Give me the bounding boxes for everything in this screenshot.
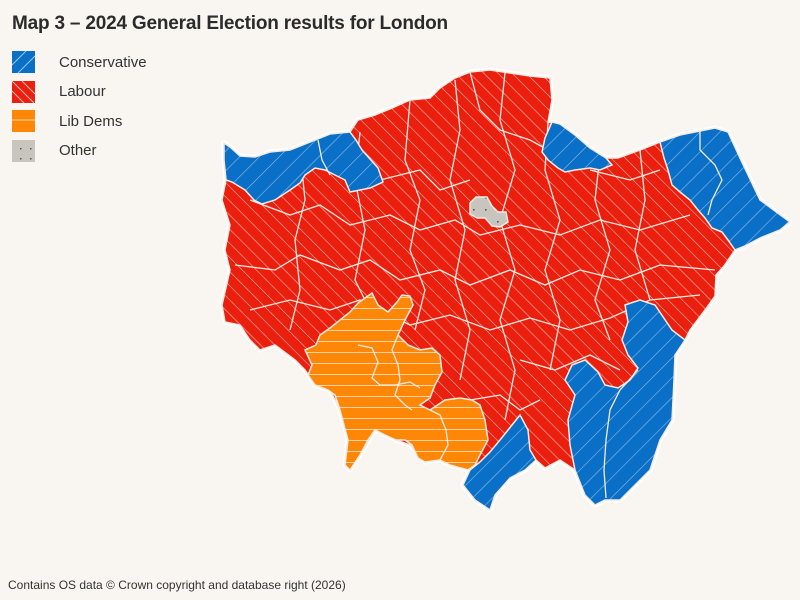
labour-swatch-icon: [12, 80, 35, 103]
legend-label: Conservative: [59, 53, 147, 71]
conservative-region-south: [462, 413, 537, 512]
conservative-region-northwest: [223, 131, 384, 205]
legend: Conservative Labour Lib Dems Other: [12, 51, 147, 169]
legend-item-libdem: Lib Dems: [12, 110, 147, 132]
other-swatch-icon: [12, 139, 35, 162]
conservative-region-southeast: [564, 299, 687, 506]
conservative-region-northeast: [659, 127, 792, 251]
legend-label: Other: [59, 142, 97, 159]
attribution-footer: Contains OS data © Crown copyright and d…: [8, 578, 346, 592]
constituency-boundaries: [234, 71, 716, 421]
libdem-swatch-icon: [12, 110, 35, 132]
legend-label: Labour: [59, 83, 106, 100]
other-region: [469, 196, 509, 228]
legend-label: Lib Dems: [59, 112, 123, 130]
libdem-region: [304, 291, 489, 472]
conservative-region-north: [541, 121, 614, 173]
legend-item-other: Other: [12, 139, 147, 162]
conservative-swatch-icon: [12, 51, 35, 73]
legend-item-labour: Labour: [12, 80, 147, 103]
legend-item-conservative: Conservative: [12, 51, 147, 73]
map-title: Map 3 – 2024 General Election results fo…: [12, 13, 448, 34]
